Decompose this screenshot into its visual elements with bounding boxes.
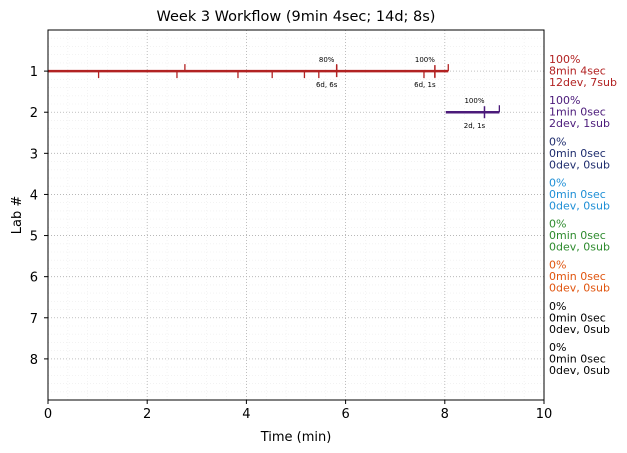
chart-title: Week 3 Workflow (9min 4sec; 14d; 8s) [157,9,436,25]
lab-7-summary-line: 0min 0sec [549,311,606,324]
lab-3-summary-line: 0dev, 0sub [549,158,610,171]
lab-1-milestone-percent: 80% [319,56,335,64]
x-tick-label: 10 [536,407,553,422]
lab-1-milestone-counts: 6d, 1s [414,81,436,89]
x-tick-label: 2 [143,407,151,422]
lab-4-summary-line: 0min 0sec [549,188,606,201]
lab-2-milestone-percent: 100% [464,97,484,105]
lab-1-milestone-counts: 6d, 6s [316,81,338,89]
lab-4-summary-line: 0% [549,176,566,189]
lab-6-summary-line: 0% [549,259,566,272]
lab-8-summary-line: 0min 0sec [549,352,606,365]
y-tick-label: 7 [30,312,38,327]
x-axis: 0 2 4 6 8 10 [44,400,552,422]
x-axis-label: Time (min) [260,430,332,445]
lab-1-summary-line: 8min 4sec [549,65,606,78]
series-layer: 80% 6d, 6s 100% 6d, 1s 100% 2d, 1s [48,56,501,130]
lab-8-summary-line: 0dev, 0sub [549,364,610,377]
y-tick-label: 8 [30,353,38,368]
lab-2-summary-line: 100% [549,94,580,107]
y-tick-label: 1 [30,65,38,80]
lab-7-summary-line: 0dev, 0sub [549,323,610,336]
grid [48,30,544,400]
x-tick-label: 0 [44,407,52,422]
lab-1-summary-line: 12dev, 7sub [549,76,617,89]
lab-5-summary-line: 0dev, 0sub [549,241,610,254]
y-axis-label: Lab # [10,196,25,235]
lab-6-summary-line: 0min 0sec [549,270,606,283]
lab-6-summary-line: 0dev, 0sub [549,282,610,295]
y-tick-label: 3 [30,147,38,162]
lab-1-summary-line: 100% [549,53,580,66]
lab-1-milestone-percent: 100% [415,56,435,64]
lab-2-summary-line: 1min 0sec [549,106,606,119]
lab-3-summary-line: 0min 0sec [549,147,606,160]
x-tick-label: 6 [341,407,349,422]
lab-2-summary-line: 2dev, 1sub [549,117,610,130]
x-tick-label: 8 [441,407,449,422]
lab-5-summary-line: 0min 0sec [549,229,606,242]
x-tick-label: 4 [242,407,250,422]
lab-4-summary-line: 0dev, 0sub [549,199,610,212]
y-tick-label: 5 [30,230,38,245]
lab-5-summary-line: 0% [549,218,566,231]
lab-7-summary-line: 0% [549,300,566,313]
y-tick-label: 4 [30,188,38,203]
lab-3-summary-line: 0% [549,135,566,148]
plot-frame [47,29,545,401]
y-tick-label: 6 [30,271,38,286]
lab-8-summary-line: 0% [549,341,566,354]
lab-2-milestone-counts: 2d, 1s [464,122,486,130]
y-axis: 1 2 3 4 5 6 7 8 [30,65,48,368]
y-tick-label: 2 [30,106,38,121]
